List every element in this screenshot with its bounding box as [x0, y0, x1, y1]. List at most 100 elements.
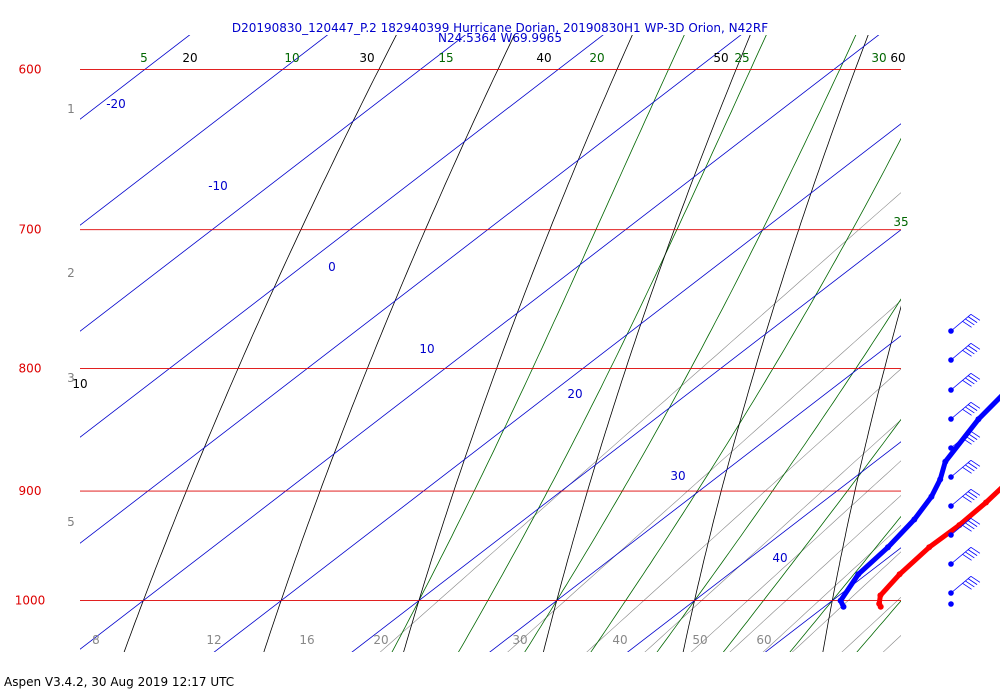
wind-barb	[948, 313, 981, 334]
wind-barb-shaft	[950, 459, 972, 478]
dry-adiabats	[123, 0, 1000, 681]
wind-barb-shaft	[950, 488, 972, 507]
mixing-ratio-line	[947, 0, 1000, 681]
moist-adiabat-line	[458, 35, 767, 652]
wind-barb-flag	[965, 347, 975, 355]
isotherm-line	[825, 0, 1000, 700]
wind-barb-flag	[970, 372, 981, 380]
pressure-tick-label: 1000	[15, 594, 46, 608]
wind-barb-flag	[962, 582, 972, 590]
wind-barb-flag	[962, 553, 972, 561]
wind-barbs	[948, 313, 981, 607]
wind-barb-flag	[967, 404, 978, 411]
isotherm-line	[213, 123, 901, 652]
isotherm-line	[489, 335, 901, 652]
dry-adiabat-label: 10	[72, 377, 87, 391]
wind-barb-flag	[967, 316, 978, 323]
dewpoint-point	[928, 493, 935, 500]
wind-barb-flag	[970, 459, 981, 467]
wind-barb-flag	[970, 575, 981, 583]
wind-barb-flag	[967, 491, 978, 498]
dry-adiabat-line	[123, 35, 397, 652]
isotherm-line	[80, 35, 329, 226]
wind-barb	[948, 401, 981, 422]
wind-barb-flag	[970, 517, 981, 525]
isotherm-line	[351, 229, 901, 652]
wind-barb-flag	[967, 520, 978, 527]
wind-barb	[948, 601, 954, 607]
dry-adiabat-line	[543, 35, 751, 652]
height-km-label: 2	[67, 266, 75, 280]
wind-barb-shaft	[950, 575, 972, 594]
temperature-point	[956, 522, 963, 529]
wind-barb-flag	[970, 488, 981, 496]
wind-barb-flag	[965, 493, 975, 501]
isotherm-label: 30	[670, 469, 685, 483]
moist-adiabat-line	[966, 0, 1000, 681]
wind-barb-flag	[970, 546, 981, 554]
wind-barb	[948, 575, 981, 596]
dewpoint-point	[911, 516, 918, 523]
moist-adiabats	[391, 0, 1000, 681]
mixing-ratio-line	[919, 0, 1000, 681]
wind-barb-flag	[965, 464, 975, 472]
chart-title-line1: D20190830_120447_P.2 182940399 Hurricane…	[231, 21, 769, 35]
dry-adiabat-label: 30	[359, 51, 374, 65]
wind-barb-flag	[965, 435, 975, 443]
isotherm-line	[80, 35, 466, 332]
mixing-ratio-lines	[379, 0, 1000, 681]
temperature-point	[877, 603, 884, 610]
chart-title-line2: N24.5364 W69.9965	[438, 31, 562, 45]
isotherm-label: -20	[106, 97, 126, 111]
wind-barb-flag	[970, 401, 981, 409]
mixing-ratio-line	[507, 300, 901, 652]
wind-barb	[948, 488, 981, 509]
temperature-point	[896, 571, 903, 578]
wind-barb-flag	[962, 495, 972, 503]
mixing-ratio-label: 20	[373, 633, 388, 647]
wind-barb	[948, 372, 981, 393]
dry-adiabat-line	[682, 35, 869, 652]
wind-barb-shaft	[950, 517, 972, 536]
moist-adiabat-line	[391, 35, 685, 652]
mixing-ratio-line	[729, 495, 901, 652]
mixing-ratio-label: 50	[692, 633, 707, 647]
mixing-ratio-line	[972, 0, 1000, 681]
height-km-label: 5	[67, 515, 75, 529]
moist-adiabat-label: 25	[734, 51, 749, 65]
isotherm-line	[80, 35, 604, 438]
dry-adiabat-label: 60	[890, 51, 905, 65]
wind-barb-flag	[962, 437, 972, 445]
temperature-point	[983, 499, 989, 506]
pressure-tick-label: 900	[19, 484, 42, 498]
dewpoint-point	[937, 476, 944, 483]
isotherm-label: 0	[328, 260, 336, 274]
dry-adiabat-line	[263, 35, 515, 652]
footer-version: Aspen V3.4.2, 30 Aug 2019 12:17 UTC	[4, 675, 235, 689]
dewpoint-point	[840, 603, 847, 610]
temperature-point	[926, 544, 933, 551]
dewpoint-point	[837, 597, 844, 604]
dry-adiabat-line	[959, 0, 1000, 681]
wind-barb-flag	[962, 524, 972, 532]
moist-adiabat-label: 5	[140, 51, 148, 65]
moist-adiabat-label: 10	[284, 51, 299, 65]
mixing-ratio-line	[379, 192, 901, 652]
wind-barb	[948, 342, 981, 363]
wind-barb-flag	[965, 377, 975, 385]
moist-adiabat-line	[789, 515, 901, 652]
moist-adiabat-label: 15	[438, 51, 453, 65]
dewpoint-point	[884, 544, 891, 551]
mixing-ratio-label: 16	[299, 633, 314, 647]
mixing-ratio-line	[791, 551, 901, 652]
isotherm-line	[80, 35, 742, 544]
wind-barb-flag	[967, 462, 978, 469]
wind-barb	[948, 517, 981, 538]
wind-barb-station-dot	[948, 601, 954, 607]
pressure-tick-label: 800	[19, 362, 42, 376]
wind-barb-flag	[970, 342, 981, 350]
isotherm-label: 10	[419, 342, 434, 356]
wind-barb-flag	[965, 406, 975, 414]
